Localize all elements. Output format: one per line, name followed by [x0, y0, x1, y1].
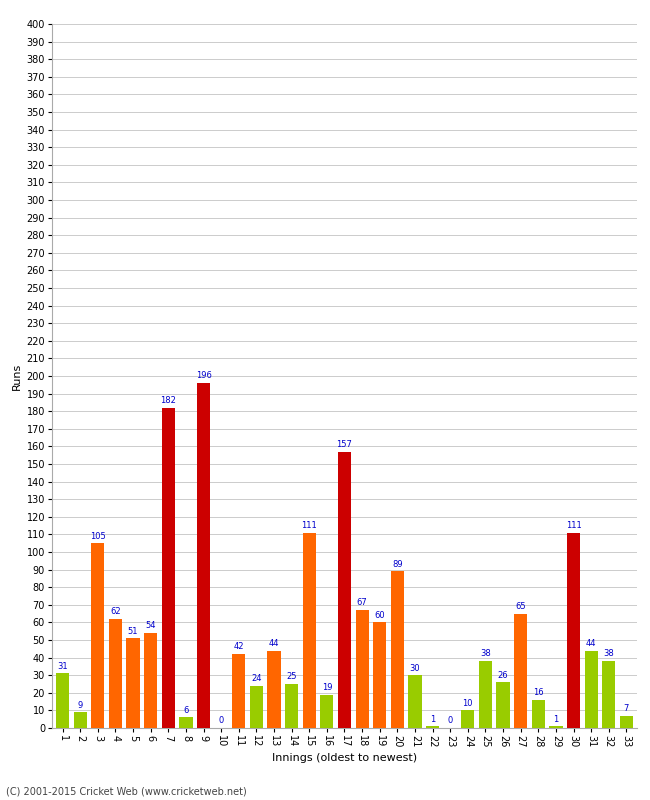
Text: 0: 0 [218, 716, 224, 726]
Text: 51: 51 [128, 626, 138, 635]
Text: 44: 44 [586, 639, 597, 648]
Bar [197, 383, 210, 728]
Bar [303, 533, 316, 728]
Text: 105: 105 [90, 531, 106, 541]
X-axis label: Innings (oldest to newest): Innings (oldest to newest) [272, 753, 417, 763]
Text: 67: 67 [357, 598, 367, 607]
Bar [73, 712, 87, 728]
Bar [462, 710, 474, 728]
Text: 89: 89 [392, 560, 402, 569]
Text: 9: 9 [77, 701, 83, 710]
Text: 65: 65 [515, 602, 526, 611]
Bar [602, 661, 616, 728]
Text: 38: 38 [480, 650, 491, 658]
Bar [232, 654, 246, 728]
Text: 42: 42 [233, 642, 244, 651]
Bar [338, 452, 351, 728]
Text: 10: 10 [463, 698, 473, 708]
Text: 31: 31 [57, 662, 68, 670]
Bar [584, 650, 598, 728]
Text: 24: 24 [251, 674, 262, 683]
Text: 7: 7 [624, 704, 629, 713]
Text: 38: 38 [603, 650, 614, 658]
Bar [408, 675, 422, 728]
Text: 6: 6 [183, 706, 188, 715]
Bar [320, 694, 333, 728]
Bar [532, 700, 545, 728]
Bar [497, 682, 510, 728]
Text: 44: 44 [268, 639, 280, 648]
Text: 196: 196 [196, 371, 211, 380]
Text: 182: 182 [161, 396, 176, 405]
Text: 30: 30 [410, 663, 421, 673]
Bar [91, 543, 105, 728]
Text: 1: 1 [553, 714, 558, 723]
Text: 16: 16 [533, 688, 543, 697]
Text: 62: 62 [110, 607, 121, 616]
Bar [250, 686, 263, 728]
Text: 111: 111 [566, 521, 582, 530]
Bar [127, 638, 140, 728]
Text: 25: 25 [287, 672, 297, 682]
Text: 60: 60 [374, 610, 385, 620]
Text: 111: 111 [302, 521, 317, 530]
Text: 157: 157 [337, 440, 352, 449]
Bar [144, 633, 157, 728]
Text: 1: 1 [430, 714, 436, 723]
Y-axis label: Runs: Runs [12, 362, 22, 390]
Bar [426, 726, 439, 728]
Bar [285, 684, 298, 728]
Bar [391, 571, 404, 728]
Bar [179, 718, 192, 728]
Bar [514, 614, 527, 728]
Bar [479, 661, 492, 728]
Text: 19: 19 [322, 683, 332, 692]
Bar [620, 716, 633, 728]
Bar [549, 726, 562, 728]
Text: 0: 0 [448, 716, 453, 726]
Bar [162, 408, 175, 728]
Text: 26: 26 [498, 670, 508, 679]
Bar [373, 622, 386, 728]
Bar [567, 533, 580, 728]
Text: 54: 54 [146, 622, 156, 630]
Bar [56, 674, 69, 728]
Bar [356, 610, 369, 728]
Bar [267, 650, 281, 728]
Bar [109, 619, 122, 728]
Text: (C) 2001-2015 Cricket Web (www.cricketweb.net): (C) 2001-2015 Cricket Web (www.cricketwe… [6, 786, 247, 796]
